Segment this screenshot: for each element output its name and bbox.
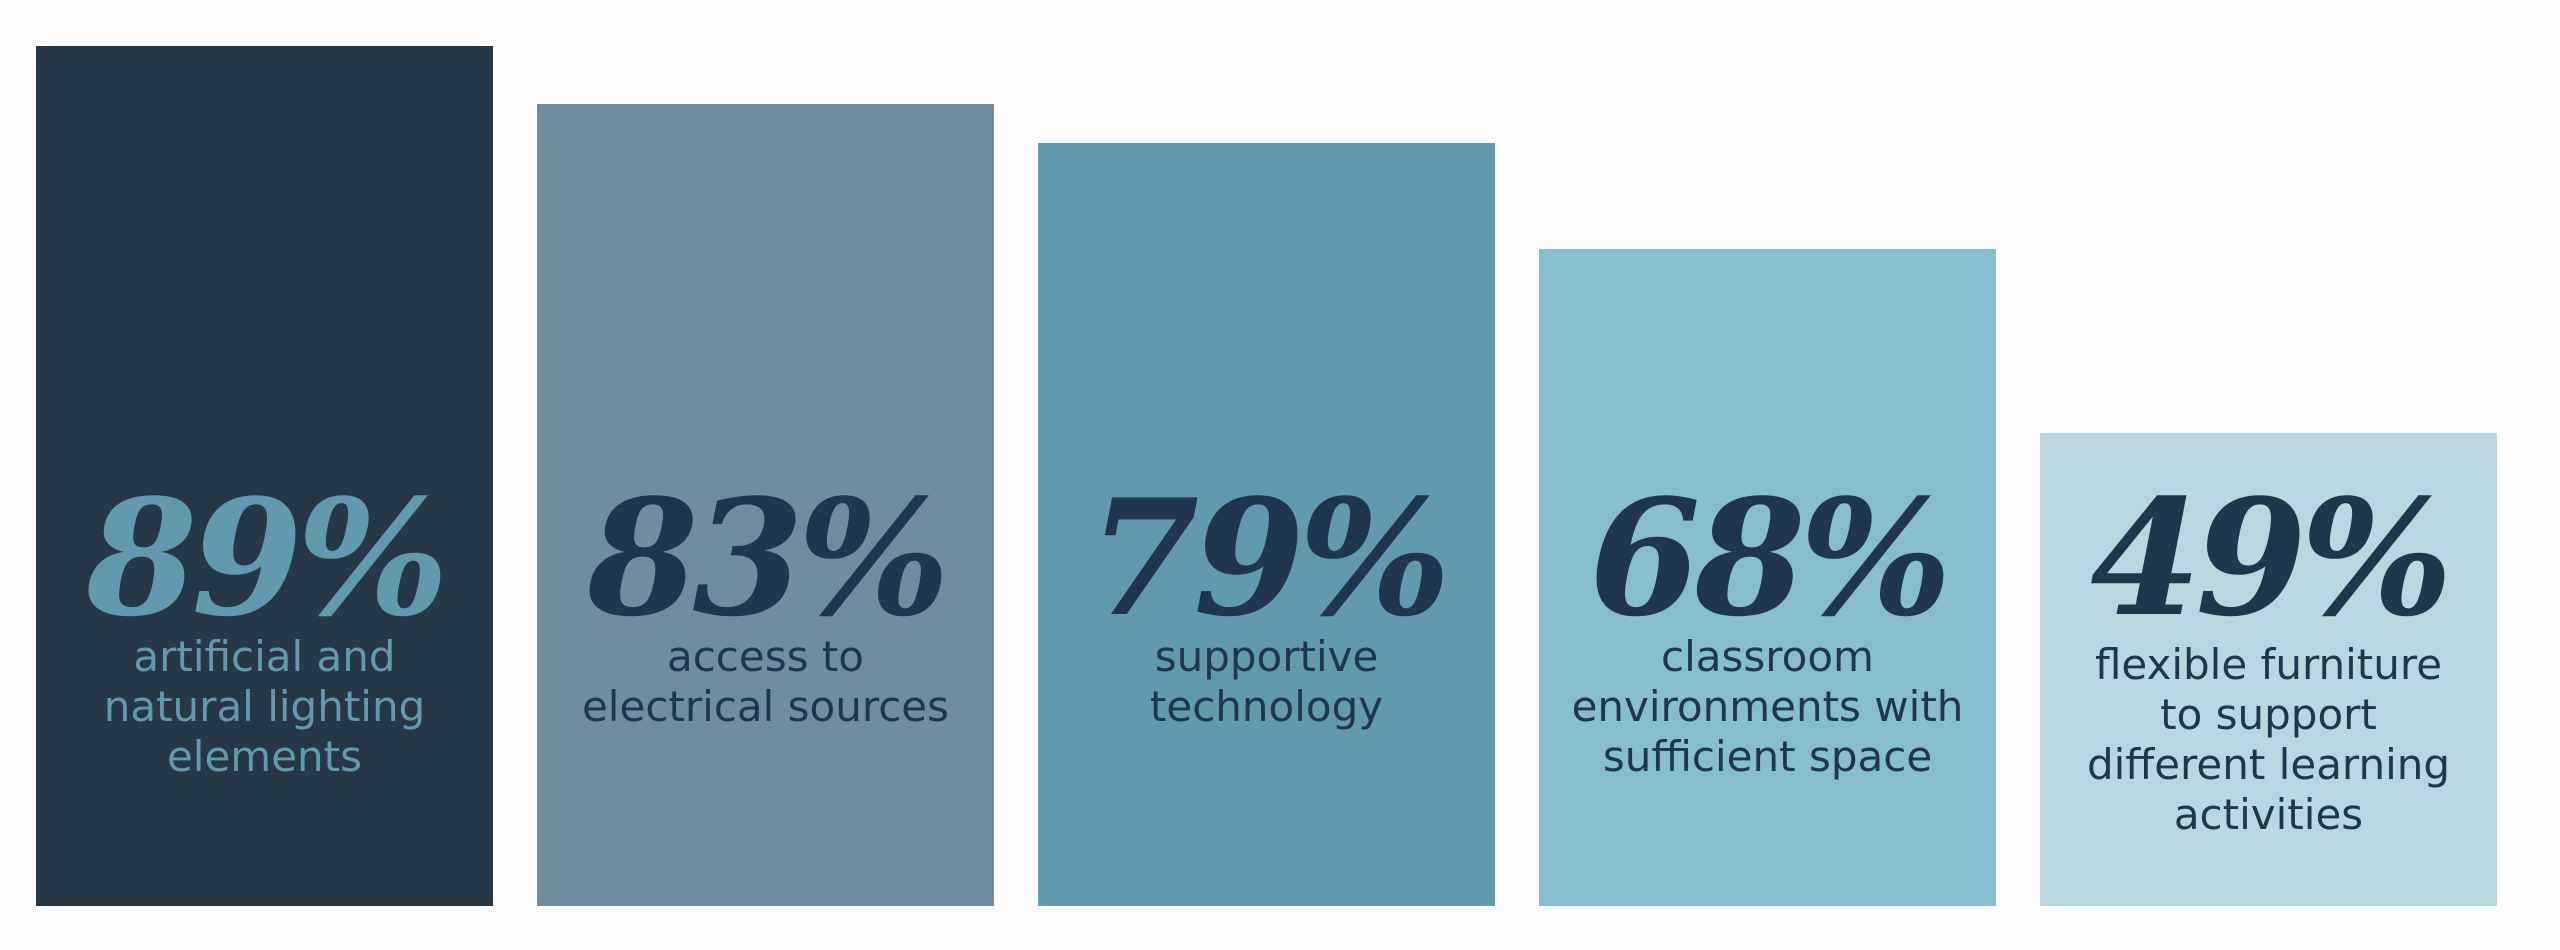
value-label: 49%: [2090, 464, 2453, 652]
bar: [1038, 142, 1495, 906]
category-label: classroom environments with sufficient s…: [1571, 632, 1964, 781]
category-label: supportive technology: [1149, 632, 1384, 731]
category-label: flexible furniture to support different …: [2086, 640, 2451, 839]
value-label: 89%: [86, 464, 449, 652]
value-label: 68%: [1589, 464, 1952, 652]
value-label: 83%: [587, 464, 950, 652]
category-label: artificial and natural lighting elements: [103, 632, 426, 781]
category-label: access to electrical sources: [581, 632, 950, 731]
bar: [36, 46, 493, 906]
bar: [1539, 248, 1996, 906]
bar: [2040, 432, 2497, 906]
value-label: 79%: [1088, 464, 1451, 652]
bar: [537, 103, 994, 906]
